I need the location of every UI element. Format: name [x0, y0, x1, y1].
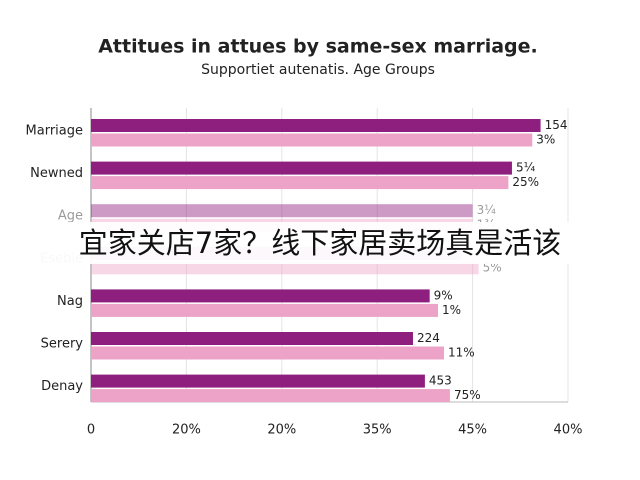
bar: [91, 204, 473, 218]
bar: [91, 261, 479, 275]
x-tick-label: 0: [87, 423, 95, 438]
x-tick-label: 40%: [554, 423, 583, 438]
y-tick-label: Marriage: [26, 124, 83, 139]
bar: [91, 289, 430, 303]
y-tick-label: Serery: [41, 337, 84, 352]
bar: [91, 374, 425, 388]
y-tick-label: Denay: [41, 379, 83, 394]
value-label: 1%: [442, 303, 461, 317]
x-tick-label: 20%: [172, 423, 201, 438]
overlay-caption: 宜家关店7家？线下家居卖场真是活该: [0, 222, 640, 264]
bar: [91, 133, 533, 147]
y-tick-label: Newned: [30, 166, 83, 181]
chart-subtitle: Supportiet autenatis. Age Groups: [201, 62, 435, 78]
value-label: 5¼: [516, 161, 536, 175]
x-tick-label: 45%: [458, 423, 487, 438]
chart-title: Attitues in attues by same-sex marriage.: [98, 36, 538, 58]
y-tick-label: Age: [58, 209, 83, 224]
value-label: 75%: [454, 388, 481, 402]
value-label: 25%: [512, 175, 539, 189]
value-label: 453: [429, 374, 452, 388]
bar: [91, 303, 439, 317]
bar: [91, 346, 444, 360]
bar: [91, 119, 541, 132]
value-label: 224: [417, 331, 440, 345]
value-label: 9%: [434, 288, 453, 302]
bar: [91, 332, 413, 345]
bar: [91, 176, 509, 190]
bar: [91, 389, 450, 403]
value-label: 3¼: [477, 203, 497, 217]
x-tick-label: 20%: [267, 423, 296, 438]
value-label: 3%: [536, 133, 555, 147]
y-tick-label: Nag: [57, 294, 83, 309]
value-label: 154: [545, 118, 568, 132]
x-tick-label: 35%: [363, 423, 392, 438]
bar: [91, 161, 512, 175]
value-label: 11%: [448, 346, 475, 360]
